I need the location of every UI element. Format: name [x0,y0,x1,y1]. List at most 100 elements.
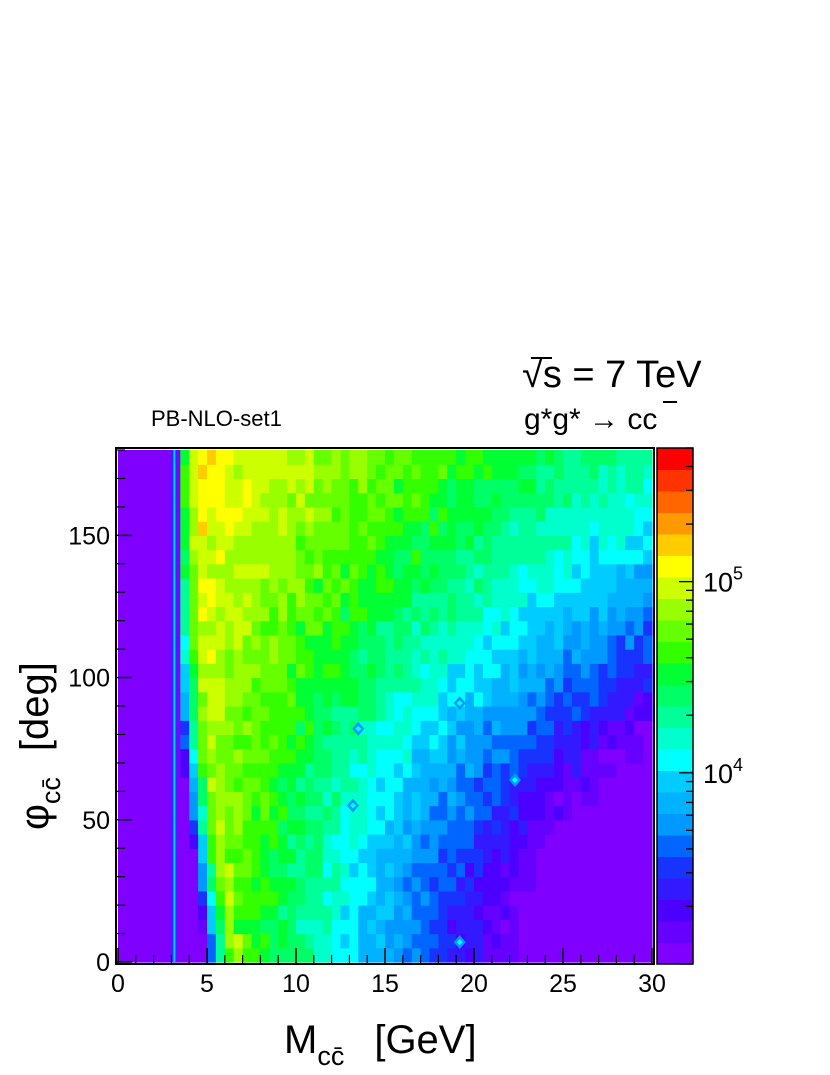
heatmap-cell [518,819,528,835]
heatmap-cell [616,478,626,494]
heatmap-cell [331,549,342,565]
heatmap-cell [411,663,422,679]
heatmap-cell [589,947,600,963]
heatmap-cell [518,478,528,494]
heatmap-cell [474,606,484,622]
heatmap-cell [571,834,582,849]
heatmap-cell [518,649,528,664]
heatmap-cell [162,834,172,849]
heatmap-cell [571,947,582,963]
heatmap-cell [571,563,582,579]
heatmap-cell [358,663,368,679]
heatmap-cell [367,791,377,807]
heatmap-cell [438,762,448,778]
heatmap-cell [358,578,368,593]
heatmap-cell [456,890,466,906]
heatmap-cell [589,492,600,508]
heatmap-cell [420,947,431,963]
heatmap-cell [474,620,484,636]
heatmap-cell [287,521,297,536]
colorbar-segment [657,469,693,492]
heatmap-cell [474,819,484,835]
heatmap-cell [233,819,244,835]
heatmap-cell [563,834,573,849]
heatmap-cell [411,805,422,821]
heatmap-cell [563,748,573,764]
heatmap-cell [296,478,306,494]
heatmap-cell [322,677,333,693]
heatmap-cell [162,663,172,679]
heatmap-cell [625,663,635,679]
heatmap-cell [589,634,600,650]
heatmap-cell [447,933,457,949]
heatmap-cell [278,777,288,792]
heatmap-cell [198,805,208,821]
heatmap-cell [634,748,644,764]
heatmap-cell [554,748,564,764]
heatmap-cell [447,919,457,935]
heatmap-cell [509,876,520,892]
heatmap-cell [367,677,377,693]
heatmap-cell [349,890,359,906]
y-tick-label: 100 [68,665,110,693]
heatmap-cell [385,535,395,551]
heatmap-cell [385,634,395,650]
heatmap-cell [589,876,600,892]
heatmap-cell [304,563,315,579]
heatmap-cell [144,919,155,935]
heatmap-cell [625,805,635,821]
heatmap-cell [420,762,431,778]
heatmap-cell [643,691,653,707]
heatmap-cell [118,606,128,622]
heatmap-cell [500,634,511,650]
heatmap-cell [385,933,395,949]
heatmap-cell [643,706,653,721]
heatmap-cell [376,450,386,465]
heatmap-cell [242,450,253,465]
heatmap-cell [589,905,600,920]
heatmap-cell [491,677,502,693]
heatmap-cell [224,848,235,864]
heatmap-cell [607,890,617,906]
heatmap-cell [518,919,528,935]
heatmap-cell [198,748,208,764]
heatmap-cell [598,947,609,963]
heatmap-cell [180,933,190,949]
heatmap-cell [563,919,573,935]
heatmap-cell [598,464,609,480]
heatmap-cell [118,450,128,465]
heatmap-cell [224,876,235,892]
heatmap-cell [447,791,457,807]
heatmap-cell [518,791,528,807]
heatmap-cell [465,450,475,465]
heatmap-cell [269,450,279,465]
heatmap-cell [420,805,431,821]
heatmap-cell [304,777,315,792]
heatmap-cell [563,549,573,565]
heatmap-cell [376,819,386,835]
heatmap-cell [536,492,546,508]
heatmap-cell [198,876,208,892]
heatmap-cell [429,549,439,565]
heatmap-cell [580,805,591,821]
heatmap-cell [189,606,199,622]
heatmap-cell [189,634,199,650]
heatmap-cell [500,919,511,935]
heatmap-cell [224,535,235,551]
heatmap-cell [376,663,386,679]
heatmap-cell [251,905,261,920]
heatmap-cell [349,663,359,679]
heatmap-cell [358,649,368,664]
heatmap-cell [500,890,511,906]
heatmap-cell [304,691,315,707]
heatmap-cell [376,677,386,693]
heatmap-cell [402,819,413,835]
heatmap-cell [402,890,413,906]
heatmap-cell [465,848,475,864]
heatmap-cell [554,450,564,465]
heatmap-cell [233,450,244,465]
heatmap-cell [349,691,359,707]
heatmap-cell [447,549,457,565]
heatmap-cell [474,663,484,679]
heatmap-cell [233,592,244,608]
